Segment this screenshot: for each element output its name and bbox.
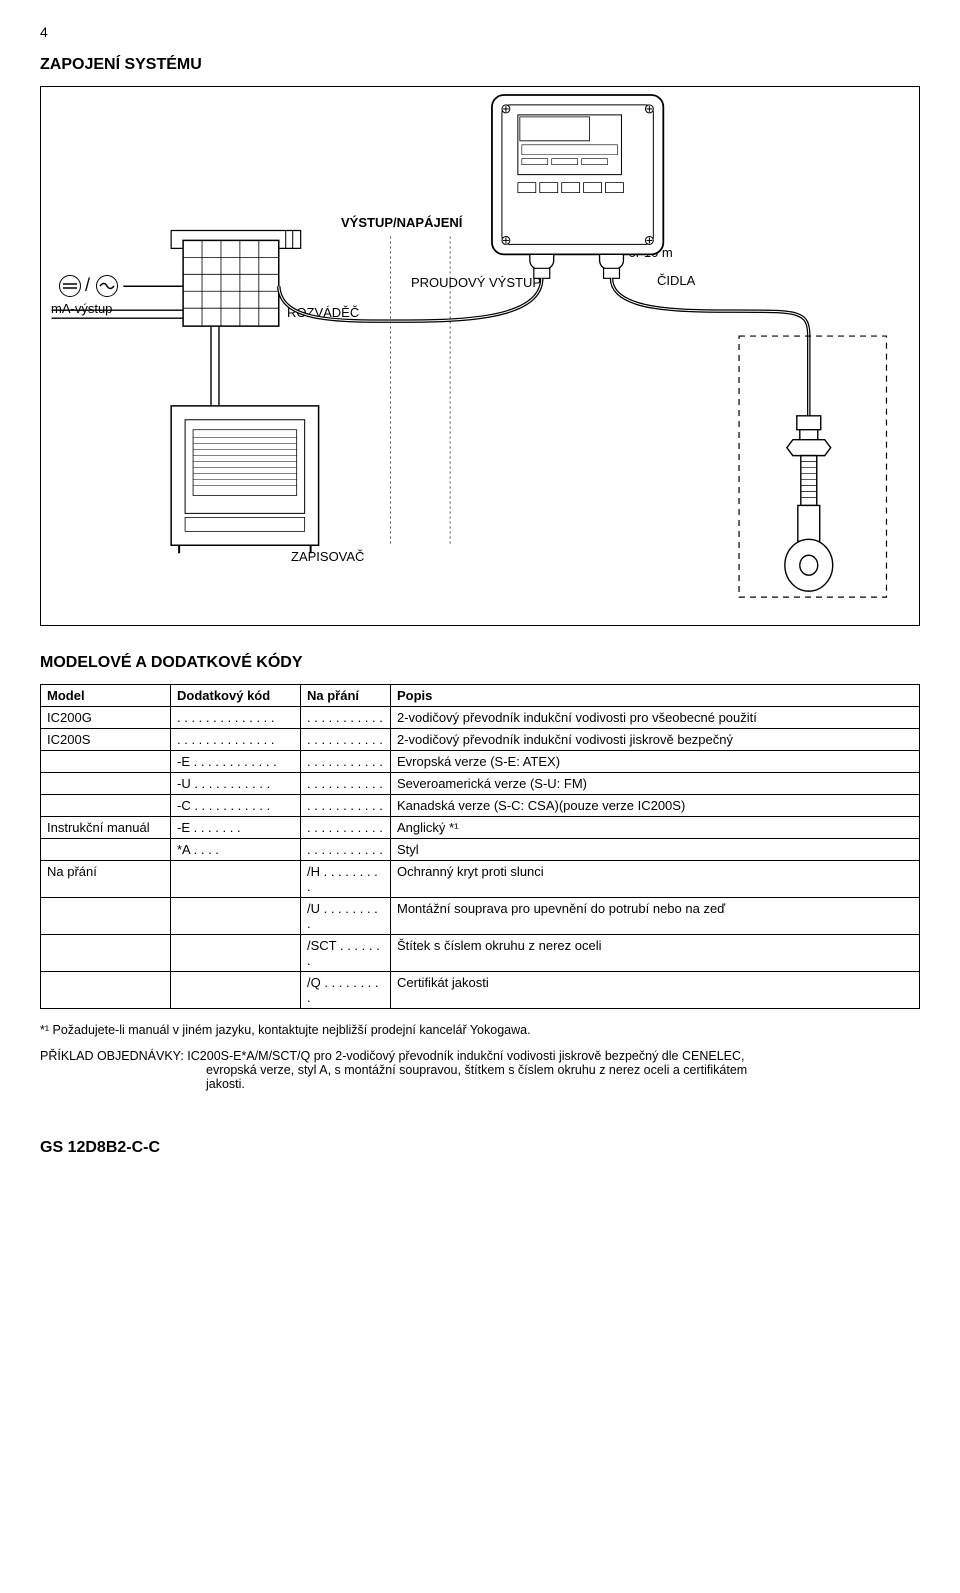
footer-code: GS 12D8B2-C-C bbox=[40, 1139, 920, 1157]
table-cell bbox=[41, 898, 171, 935]
table-cell: /H . . . . . . . . . bbox=[301, 861, 391, 898]
table-cell: . . . . . . . . . . . . . . bbox=[171, 707, 301, 729]
codes-title: MODELOVÉ A DODATKOVÉ KÓDY bbox=[40, 654, 920, 672]
table-cell: -E . . . . . . . bbox=[171, 817, 301, 839]
th-na-prani: Na přání bbox=[301, 685, 391, 707]
table-cell: *A . . . . bbox=[171, 839, 301, 861]
table-row: IC200S. . . . . . . . . . . . . .. . . .… bbox=[41, 729, 920, 751]
table-row: /U . . . . . . . . .Montážní souprava pr… bbox=[41, 898, 920, 935]
table-cell: . . . . . . . . . . . bbox=[301, 839, 391, 861]
example-line1: IC200S-E*A/M/SCT/Q pro 2-vodičový převod… bbox=[187, 1049, 744, 1063]
table-row: Na přání/H . . . . . . . . .Ochranný kry… bbox=[41, 861, 920, 898]
table-cell: Montážní souprava pro upevnění do potrub… bbox=[391, 898, 920, 935]
th-model: Model bbox=[41, 685, 171, 707]
table-row: IC200G. . . . . . . . . . . . . .. . . .… bbox=[41, 707, 920, 729]
order-example: PŘÍKLAD OBJEDNÁVKY: IC200S-E*A/M/SCT/Q p… bbox=[40, 1049, 920, 1091]
table-cell: Instrukční manuál bbox=[41, 817, 171, 839]
table-cell: . . . . . . . . . . . . . . bbox=[171, 729, 301, 751]
table-cell: Anglický *¹ bbox=[391, 817, 920, 839]
table-cell: Štítek s číslem okruhu z nerez oceli bbox=[391, 935, 920, 972]
table-row: /Q . . . . . . . . .Certifikát jakosti bbox=[41, 972, 920, 1009]
table-row: /SCT . . . . . . .Štítek s číslem okruhu… bbox=[41, 935, 920, 972]
table-cell bbox=[41, 839, 171, 861]
section-title: ZAPOJENÍ SYSTÉMU bbox=[40, 56, 920, 74]
example-line2: evropská verze, styl A, s montážní soupr… bbox=[40, 1063, 920, 1077]
table-row: -C . . . . . . . . . . .. . . . . . . . … bbox=[41, 795, 920, 817]
table-cell: . . . . . . . . . . . bbox=[301, 817, 391, 839]
table-cell bbox=[171, 861, 301, 898]
table-cell: Certifikát jakosti bbox=[391, 972, 920, 1009]
table-cell: Na přání bbox=[41, 861, 171, 898]
diagram-svg bbox=[41, 87, 919, 625]
table-cell: . . . . . . . . . . . bbox=[301, 707, 391, 729]
table-cell: . . . . . . . . . . . bbox=[301, 729, 391, 751]
table-row: -E . . . . . . . . . . . .. . . . . . . … bbox=[41, 751, 920, 773]
codes-table: Model Dodatkový kód Na přání Popis IC200… bbox=[40, 684, 920, 1009]
th-popis: Popis bbox=[391, 685, 920, 707]
table-cell: Ochranný kryt proti slunci bbox=[391, 861, 920, 898]
table-cell: -U . . . . . . . . . . . bbox=[171, 773, 301, 795]
table-cell bbox=[41, 935, 171, 972]
table-cell: -E . . . . . . . . . . . . bbox=[171, 751, 301, 773]
table-cell bbox=[171, 972, 301, 1009]
table-cell bbox=[171, 935, 301, 972]
table-cell: Evropská verze (S-E: ATEX) bbox=[391, 751, 920, 773]
table-cell: -C . . . . . . . . . . . bbox=[171, 795, 301, 817]
table-cell bbox=[41, 795, 171, 817]
example-line3: jakosti. bbox=[40, 1077, 920, 1091]
table-row: Instrukční manuál-E . . . . . . .. . . .… bbox=[41, 817, 920, 839]
table-cell: 2-vodičový převodník indukční vodivosti … bbox=[391, 729, 920, 751]
table-cell: /SCT . . . . . . . bbox=[301, 935, 391, 972]
table-cell: Styl bbox=[391, 839, 920, 861]
example-label: PŘÍKLAD OBJEDNÁVKY: bbox=[40, 1049, 184, 1063]
system-diagram: VÝSTUP/NAPÁJENÍ VSTUP mA-výstup ROZVÁDĚČ… bbox=[40, 86, 920, 626]
page-number: 4 bbox=[40, 24, 920, 40]
table-cell bbox=[41, 773, 171, 795]
table-cell: IC200G bbox=[41, 707, 171, 729]
table-cell: 2-vodičový převodník indukční vodivosti … bbox=[391, 707, 920, 729]
table-cell: . . . . . . . . . . . bbox=[301, 773, 391, 795]
th-dodatkovy: Dodatkový kód bbox=[171, 685, 301, 707]
table-cell: . . . . . . . . . . . bbox=[301, 751, 391, 773]
table-cell: . . . . . . . . . . . bbox=[301, 795, 391, 817]
table-row: *A . . . .. . . . . . . . . . .Styl bbox=[41, 839, 920, 861]
table-cell bbox=[41, 751, 171, 773]
table-cell: /Q . . . . . . . . . bbox=[301, 972, 391, 1009]
footnote: *¹ Požadujete-li manuál v jiném jazyku, … bbox=[40, 1023, 920, 1037]
table-cell: Kanadská verze (S-C: CSA)(pouze verze IC… bbox=[391, 795, 920, 817]
table-cell: /U . . . . . . . . . bbox=[301, 898, 391, 935]
table-cell: IC200S bbox=[41, 729, 171, 751]
table-row: -U . . . . . . . . . . .. . . . . . . . … bbox=[41, 773, 920, 795]
table-cell bbox=[171, 898, 301, 935]
table-cell bbox=[41, 972, 171, 1009]
table-cell: Severoamerická verze (S-U: FM) bbox=[391, 773, 920, 795]
